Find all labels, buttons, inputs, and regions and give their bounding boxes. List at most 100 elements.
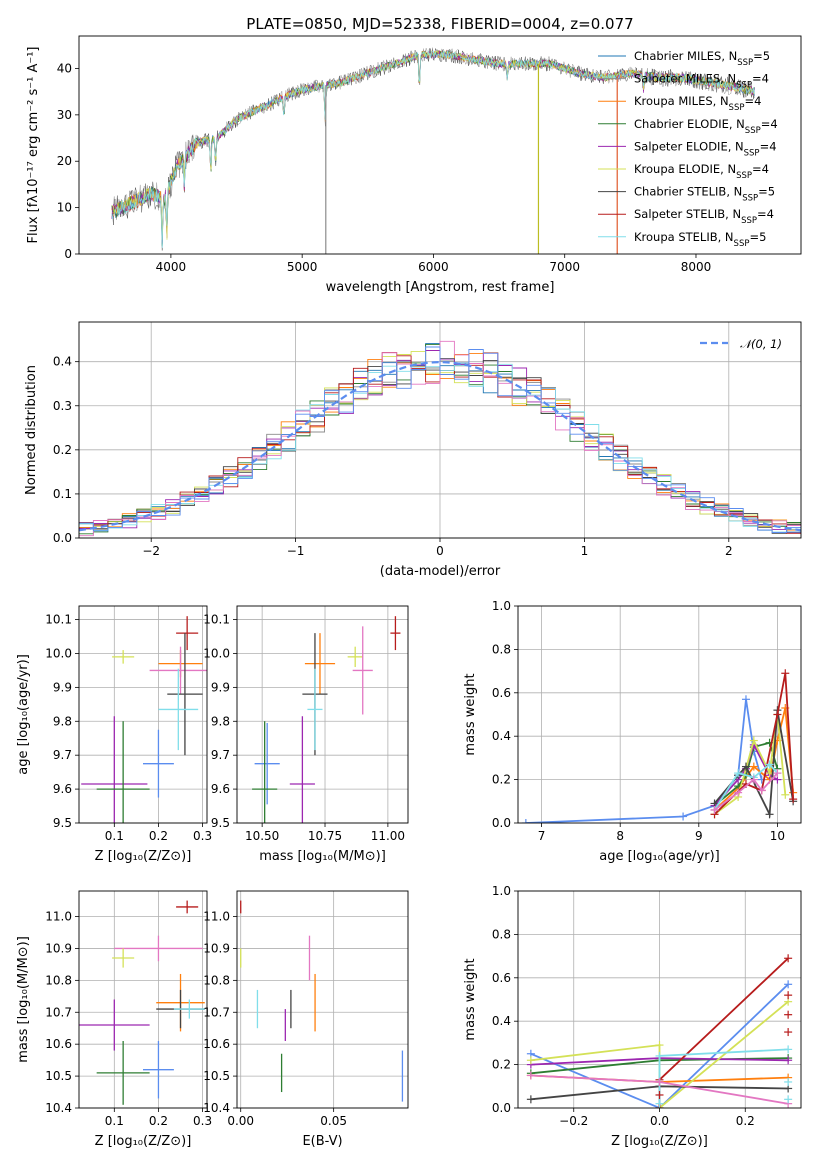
y-tick-label: 0.6 xyxy=(492,971,511,985)
y-tick: 0.0 xyxy=(492,1101,518,1115)
y-tick-label: 10.6 xyxy=(45,1037,72,1051)
y-tick: 0.2 xyxy=(53,443,79,457)
x-tick: 11.00 xyxy=(371,823,405,843)
panel-spectrum: 4000 5000 6000 7000 8000 0 10 20 30 40 wavelength … xyxy=(26,15,802,295)
data-point xyxy=(96,721,150,823)
series-marker xyxy=(655,1041,664,1050)
y-axis-label: mass weight xyxy=(463,958,478,1040)
series-marker xyxy=(734,769,743,778)
x-tick-label: 0.2 xyxy=(149,829,168,843)
x-tick: 10.75 xyxy=(308,823,342,843)
axes: −2 −1 0 1 2 0.0 0.1 0.2 0.3 0.4 (data-model)/error… xyxy=(24,321,802,579)
data-point xyxy=(252,721,278,823)
legend-entry: Chabrier STELIB, NSSP=5 xyxy=(634,185,775,204)
y-tick-label: 30 xyxy=(57,108,72,122)
y-tick: 0.6 xyxy=(492,971,518,985)
x-tick: 1 xyxy=(581,538,588,558)
y-tick: 10.4 xyxy=(203,1101,237,1115)
data-point xyxy=(79,999,150,1051)
y-tick-label: 10.1 xyxy=(45,613,72,627)
x-tick-label: 8000 xyxy=(681,260,712,274)
axes: −0.2 0.0 0.2 0.0 0.2 0.4 0.6 0.8 1.0 Z [log₁₀(Z/Z… xyxy=(463,884,802,1149)
plot-area xyxy=(252,616,401,823)
y-tick: 0.0 xyxy=(492,816,518,830)
y-tick-label: 10.6 xyxy=(203,1037,230,1051)
axes: 0.1 0.2 0.3 9.5 9.6 9.7 9.8 9.9 10.0 10.1 Z [log₁₀… xyxy=(16,605,212,864)
axes: 4000 5000 6000 7000 8000 0 10 20 30 40 wavelength … xyxy=(26,35,802,295)
y-tick: 9.8 xyxy=(211,714,237,728)
data-point xyxy=(347,646,363,668)
y-tick-label: 0.1 xyxy=(53,487,72,501)
y-tick: 0.0 xyxy=(53,531,79,545)
x-tick: 8000 xyxy=(681,254,712,274)
y-tick: 0.4 xyxy=(492,729,518,743)
axes-frame xyxy=(78,890,208,1109)
x-tick: 10.50 xyxy=(245,823,279,843)
data-point xyxy=(289,716,315,823)
plot-area xyxy=(240,900,404,1102)
x-tick-label: 7 xyxy=(538,829,546,843)
y-tick: 20 xyxy=(57,154,79,168)
series-marker xyxy=(521,819,530,823)
series-marker xyxy=(526,1095,535,1104)
series-marker xyxy=(749,775,758,784)
y-tick-label: 0.3 xyxy=(53,399,72,413)
panel-mass_vs_ebv: 0.00 0.05 10.4 10.5 10.6 10.7 10.8 10.9 11.0 E(B-… xyxy=(203,890,409,1149)
x-axis-label: Z [log₁₀(Z/Z⊙)] xyxy=(95,1134,192,1149)
y-tick: 0.1 xyxy=(53,487,79,501)
x-tick: 4000 xyxy=(156,254,186,274)
x-axis-label: Z [log₁₀(Z/Z⊙)] xyxy=(95,849,192,864)
y-tick-label: 9.8 xyxy=(53,714,72,728)
plot-area xyxy=(79,340,801,537)
y-tick: 0 xyxy=(64,247,79,261)
legend-entry: Salpeter ELODIE, NSSP=4 xyxy=(634,139,777,158)
y-tick-label: 0.4 xyxy=(53,355,72,369)
series-marker xyxy=(765,810,774,819)
series-marker xyxy=(781,669,790,678)
panel-age_vs_mass: 10.50 10.75 11.00 9.5 9.6 9.7 9.8 9.9 10.0 10.1 ma… xyxy=(203,605,409,864)
y-tick: 10.8 xyxy=(45,973,79,987)
plot-area xyxy=(111,47,755,254)
x-tick: 0 xyxy=(436,538,444,558)
x-tick-label: 0.05 xyxy=(320,1114,347,1128)
plot-area xyxy=(521,669,798,823)
y-tick: 0.4 xyxy=(492,1014,518,1028)
normal-reference-curve xyxy=(79,360,801,532)
y-axis-label: Flux [fλ10⁻¹⁷ erg cm⁻² s⁻¹ A⁻¹] xyxy=(26,47,41,244)
y-tick: 1.0 xyxy=(492,884,518,898)
y-tick-label: 9.7 xyxy=(53,748,72,762)
axes-frame xyxy=(236,890,409,1109)
y-tick: 0.2 xyxy=(492,1058,518,1072)
axes-frame xyxy=(517,890,802,1109)
y-tick-label: 10.7 xyxy=(45,1005,72,1019)
series-marker xyxy=(784,1028,793,1037)
data-point xyxy=(390,616,401,651)
data-point xyxy=(167,633,203,756)
axes-frame xyxy=(78,35,802,255)
y-tick-label: 10.9 xyxy=(45,941,72,955)
x-tick-label: 0.2 xyxy=(149,1114,168,1128)
legend-entry: Kroupa STELIB, NSSP=5 xyxy=(634,230,766,249)
x-tick: 9 xyxy=(695,823,703,843)
x-tick-label: 0 xyxy=(436,544,444,558)
spectrum-series-line xyxy=(111,50,755,241)
y-tick: 10.9 xyxy=(45,941,79,955)
y-tick-label: 0.0 xyxy=(492,1101,511,1115)
x-tick-label: 0.3 xyxy=(193,829,212,843)
series-marker xyxy=(784,1095,793,1104)
x-tick-label: 0.0 xyxy=(650,1114,669,1128)
y-tick: 9.6 xyxy=(211,782,237,796)
x-axis-label: age [log₁₀(age/yr)] xyxy=(599,849,720,864)
y-tick-label: 0 xyxy=(64,247,72,261)
gridlines xyxy=(237,606,408,824)
series-marker xyxy=(741,695,750,704)
y-tick: 1.0 xyxy=(492,599,518,613)
y-tick: 10.7 xyxy=(203,1005,237,1019)
plot-area xyxy=(79,900,205,1105)
legend-entry: Kroupa ELODIE, NSSP=4 xyxy=(634,162,769,181)
legend-entry: Kroupa MILES, NSSP=4 xyxy=(634,94,761,113)
legend: 𝒩(0, 1) xyxy=(700,337,782,351)
y-tick-label: 0.0 xyxy=(492,816,511,830)
axes: 7 8 9 10 0.0 0.2 0.4 0.6 0.8 1.0 age [log₁₀(age/yr… xyxy=(463,599,802,864)
y-tick-label: 9.6 xyxy=(53,782,72,796)
